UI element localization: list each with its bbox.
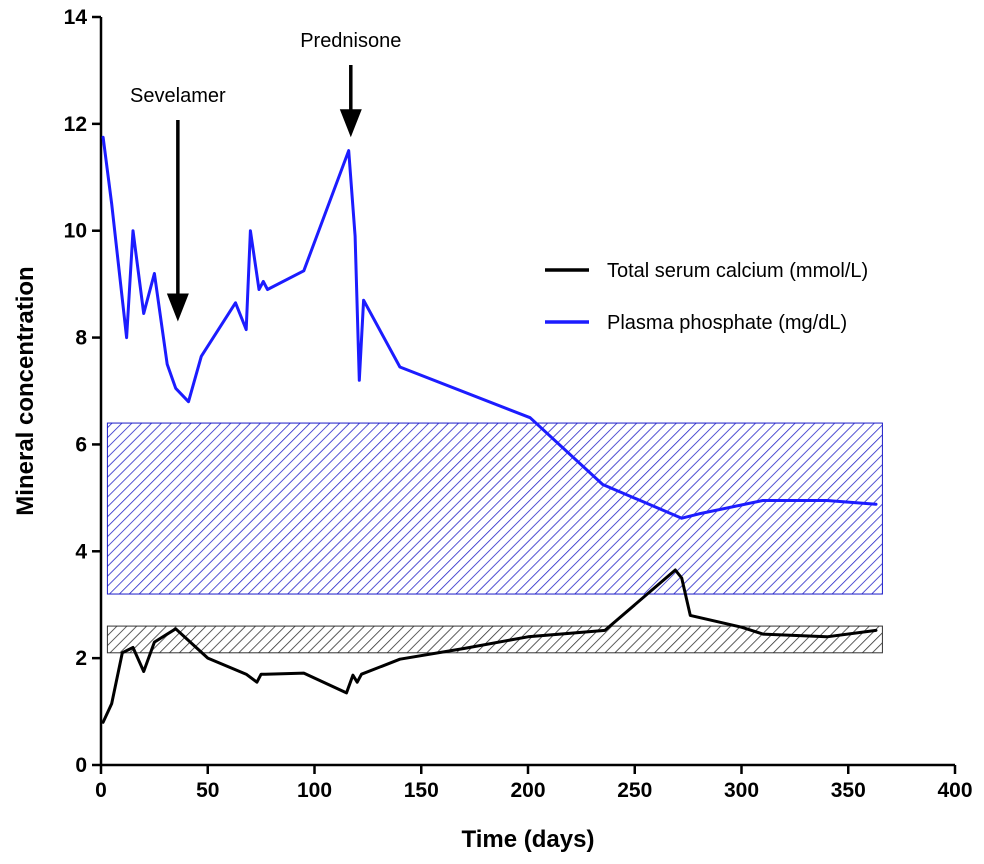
reference-band-calcium xyxy=(106,625,883,654)
annotation-label-sevelamer: Sevelamer xyxy=(130,85,226,107)
x-tick-label: 0 xyxy=(95,779,107,802)
x-ticks: 0 50 100 150 200 250 300 350 400 xyxy=(95,765,973,802)
y-tick-label: 2 xyxy=(75,647,87,670)
reference-bands xyxy=(106,422,883,654)
annotation-label-prednisone: Prednisone xyxy=(300,30,401,52)
y-tick-label: 14 xyxy=(64,6,88,29)
y-tick-label: 10 xyxy=(64,220,87,243)
y-tick-label: 8 xyxy=(75,327,87,350)
x-tick-label: 300 xyxy=(724,779,759,802)
annotation-arrow-head xyxy=(166,293,189,322)
series xyxy=(101,135,878,724)
x-tick-label: 100 xyxy=(297,779,332,802)
annotation-arrow-head xyxy=(339,109,362,138)
y-axis-title: Mineral concentration xyxy=(12,266,39,515)
y-tick-label: 4 xyxy=(75,540,87,563)
x-tick-label: 50 xyxy=(196,779,219,802)
y-tick-label: 12 xyxy=(64,113,87,136)
x-tick-label: 200 xyxy=(510,779,545,802)
series-line-calcium xyxy=(101,568,878,724)
y-ticks: 0 2 4 6 8 10 12 14 xyxy=(64,6,101,777)
annotations: Sevelamer Prednisone xyxy=(130,30,401,322)
legend: Total serum calcium (mmol/L) Plasma phosp… xyxy=(545,260,868,334)
x-axis-title: Time (days) xyxy=(462,826,595,853)
y-tick-label: 6 xyxy=(75,433,87,456)
x-tick-label: 250 xyxy=(617,779,652,802)
x-tick-label: 350 xyxy=(831,779,866,802)
x-tick-label: 400 xyxy=(937,779,972,802)
legend-label-phosphate: Plasma phosphate (mg/dL) xyxy=(607,312,847,334)
y-tick-label: 0 xyxy=(75,754,87,777)
legend-label-calcium: Total serum calcium (mmol/L) xyxy=(607,260,868,282)
reference-band-phosphate xyxy=(106,422,883,595)
x-tick-label: 150 xyxy=(404,779,439,802)
series-line-phosphate xyxy=(101,135,878,520)
